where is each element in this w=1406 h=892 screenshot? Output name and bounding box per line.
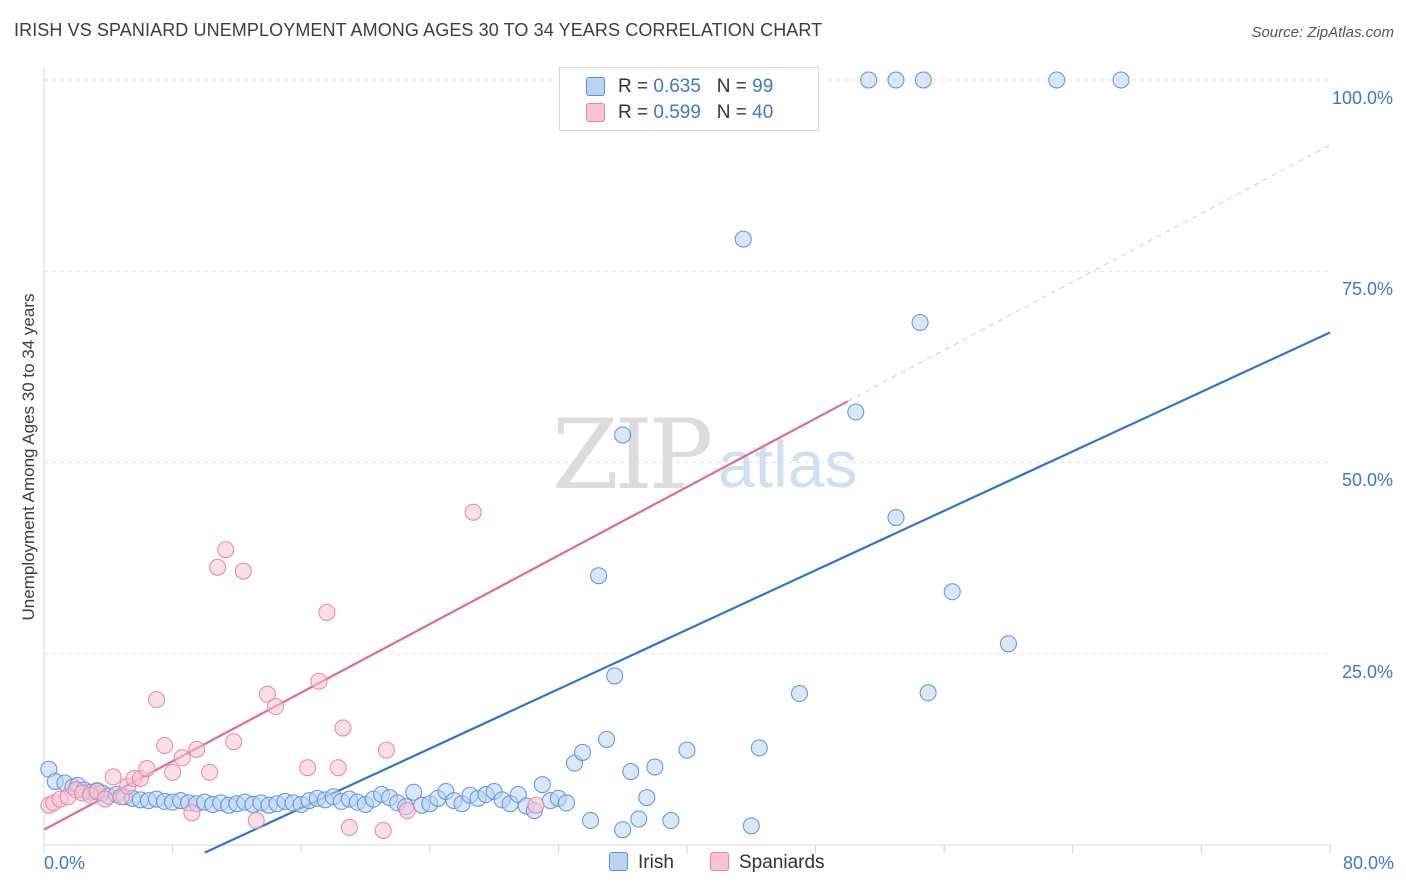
irish-n-value: 99 — [752, 76, 774, 97]
spaniards-data-point — [104, 768, 122, 786]
irish-trend-line — [204, 331, 1331, 854]
irish-data-point — [919, 684, 937, 702]
irish-data-point — [574, 743, 592, 761]
watermark-zip: ZIP — [552, 399, 711, 511]
irish-data-point — [750, 739, 768, 757]
spaniards-legend-swatch — [710, 852, 729, 871]
spaniards-trend-line — [43, 400, 849, 831]
spaniards-data-point — [266, 698, 284, 716]
spaniards-data-point — [318, 603, 336, 621]
spaniards-legend-label: Spaniards — [739, 852, 825, 873]
spaniards-data-point — [398, 802, 416, 820]
spaniards-data-point — [225, 733, 243, 751]
bottom-legend-spaniards: Spaniards — [710, 852, 825, 874]
spaniards-data-point — [156, 737, 174, 755]
irish-data-point — [646, 758, 664, 776]
irish-data-point — [405, 783, 423, 801]
irish-data-point — [557, 794, 575, 812]
chart-title: IRISH VS SPANIARD UNEMPLOYMENT AMONG AGE… — [14, 20, 823, 40]
irish-legend-swatch — [609, 852, 628, 871]
spaniards-data-point — [96, 790, 114, 808]
spaniards-data-point — [201, 763, 219, 781]
spaniards-data-point — [209, 558, 227, 576]
y-tick-label-50: 50.0% — [1342, 470, 1393, 490]
irish-data-point — [533, 776, 551, 794]
spaniards-data-point — [329, 759, 347, 777]
spaniards-data-point — [173, 749, 191, 767]
spaniards-data-point — [138, 760, 156, 777]
spaniards-data-point — [183, 804, 201, 822]
spaniards-data-point — [464, 503, 482, 521]
irish-data-point — [742, 817, 760, 835]
spaniards-data-point — [310, 672, 328, 690]
y-tick-label-25: 25.0% — [1342, 662, 1393, 682]
x-tick-label-min: 0.0% — [44, 853, 85, 873]
spaniards-data-point — [258, 685, 276, 703]
x-tick-label-max: 80.0% — [1343, 853, 1394, 873]
spaniards-data-point — [299, 759, 317, 777]
spaniards-n-value: 40 — [752, 102, 774, 123]
irish-data-point — [734, 230, 752, 248]
irish-data-point — [678, 741, 696, 759]
spaniards-r-value: 0.599 — [653, 102, 701, 123]
irish-data-point — [887, 71, 905, 89]
irish-data-point — [943, 583, 961, 601]
spaniards-data-point — [188, 740, 206, 758]
irish-r-value: 0.635 — [653, 76, 701, 97]
irish-data-point — [1112, 71, 1130, 89]
irish-data-point — [614, 821, 632, 839]
irish-swatch — [586, 77, 605, 96]
spaniards-r-label: R = — [618, 102, 654, 123]
watermark-atlas: atlas — [718, 427, 857, 501]
irish-r-label: R = — [618, 76, 654, 97]
irish-data-point — [622, 763, 640, 781]
axes — [43, 68, 1331, 853]
spaniards-data-point — [527, 796, 545, 814]
irish-data-point — [1048, 71, 1066, 89]
spaniards-data-point — [334, 719, 352, 737]
spaniards-data-point — [164, 763, 182, 781]
y-axis-label: Unemployment Among Ages 30 to 34 years — [19, 294, 38, 621]
irish-data-point — [598, 730, 616, 748]
correlation-legend: R = 0.635 N = 99 R = 0.599 N = 40 — [559, 67, 819, 131]
spaniards-swatch — [586, 103, 605, 122]
source-label: Source: ZipAtlas.com — [1251, 24, 1394, 41]
irish-data-point — [1000, 635, 1017, 653]
data-points — [40, 71, 1130, 839]
spaniards-data-point — [217, 541, 235, 559]
bottom-legend-irish: Irish — [609, 852, 674, 874]
y-tick-label-75: 75.0% — [1342, 279, 1393, 299]
irish-n-label: N = — [716, 76, 753, 97]
irish-legend-label: Irish — [638, 852, 674, 873]
irish-data-point — [630, 810, 648, 828]
irish-data-point — [847, 403, 865, 421]
spaniards-trend-extension — [847, 144, 1331, 402]
spaniards-n-label: N = — [716, 102, 753, 123]
spaniards-data-point — [377, 741, 395, 759]
spaniards-data-point — [148, 691, 166, 709]
irish-data-point — [614, 426, 632, 444]
irish-data-point — [860, 71, 878, 89]
spaniards-data-point — [234, 562, 252, 580]
y-tick-label-100: 100.0% — [1332, 88, 1393, 108]
irish-data-point — [638, 789, 656, 807]
spaniards-data-point — [374, 821, 392, 839]
irish-data-point — [662, 812, 680, 830]
irish-data-point — [606, 667, 624, 685]
irish-data-point — [590, 567, 608, 585]
irish-data-point — [791, 685, 809, 703]
irish-data-point — [911, 314, 929, 332]
irish-data-point — [582, 812, 600, 830]
irish-data-point — [914, 71, 932, 89]
spaniards-data-point — [247, 812, 265, 830]
spaniards-data-point — [340, 818, 358, 836]
irish-data-point — [887, 509, 905, 527]
